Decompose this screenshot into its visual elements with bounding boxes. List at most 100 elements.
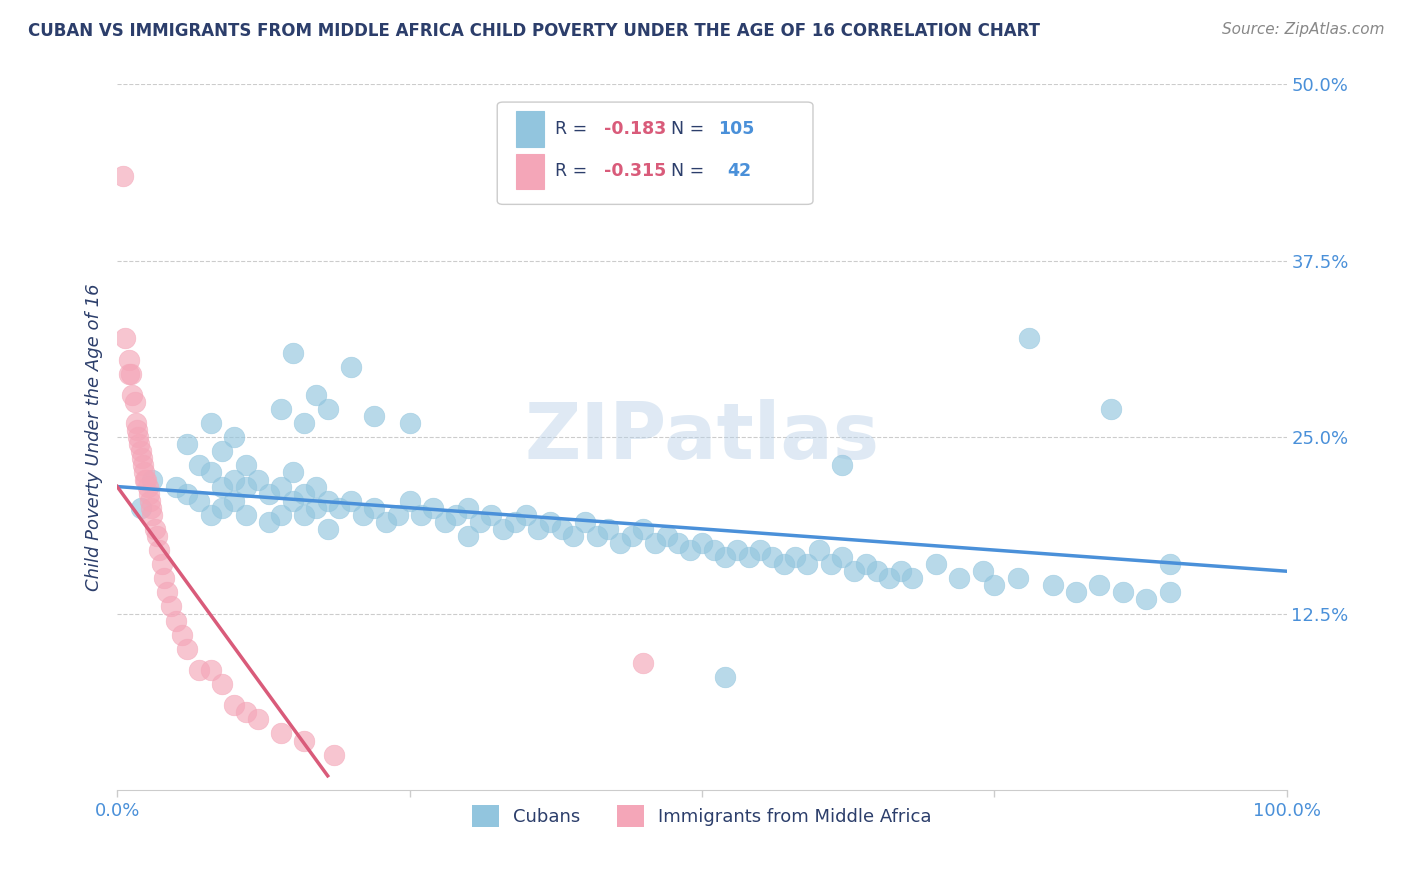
Point <box>224 473 246 487</box>
Point <box>316 522 339 536</box>
Point <box>398 493 420 508</box>
Point <box>411 508 433 522</box>
Point <box>143 522 166 536</box>
Point <box>574 515 596 529</box>
Y-axis label: Child Poverty Under the Age of 16: Child Poverty Under the Age of 16 <box>86 284 103 591</box>
Point <box>1042 578 1064 592</box>
Point <box>679 543 702 558</box>
Point <box>136 479 159 493</box>
Point <box>150 557 173 571</box>
Point <box>807 543 830 558</box>
Point <box>235 458 257 473</box>
Point <box>316 401 339 416</box>
Point <box>235 479 257 493</box>
Point <box>146 529 169 543</box>
Point <box>141 508 163 522</box>
Point <box>901 571 924 585</box>
Point <box>270 401 292 416</box>
Point <box>1088 578 1111 592</box>
Point <box>1159 585 1181 599</box>
Point <box>855 557 877 571</box>
Point <box>422 500 444 515</box>
Point <box>398 416 420 430</box>
Point <box>609 536 631 550</box>
Point <box>114 331 136 345</box>
Point <box>131 451 153 466</box>
Point <box>270 726 292 740</box>
Point <box>585 529 607 543</box>
Text: R =: R = <box>554 162 592 180</box>
Point <box>141 473 163 487</box>
Point <box>340 359 363 374</box>
Point <box>200 416 222 430</box>
Point <box>761 550 783 565</box>
Point <box>457 500 479 515</box>
Point <box>224 493 246 508</box>
Point <box>257 515 280 529</box>
Point <box>322 747 344 762</box>
Point <box>550 522 572 536</box>
Point <box>176 486 198 500</box>
Point <box>224 698 246 713</box>
Point <box>375 515 398 529</box>
Point <box>176 437 198 451</box>
Point <box>292 416 315 430</box>
Point <box>877 571 900 585</box>
Point <box>246 712 269 726</box>
Point <box>842 564 865 578</box>
Point <box>772 557 794 571</box>
Text: N =: N = <box>672 162 710 180</box>
Point <box>340 493 363 508</box>
Point <box>866 564 889 578</box>
Point <box>235 706 257 720</box>
Point <box>188 493 211 508</box>
Legend: Cubans, Immigrants from Middle Africa: Cubans, Immigrants from Middle Africa <box>465 797 939 834</box>
Point <box>120 367 142 381</box>
Point <box>132 466 155 480</box>
FancyBboxPatch shape <box>516 112 544 146</box>
Point <box>479 508 502 522</box>
Point <box>503 515 526 529</box>
Point <box>270 508 292 522</box>
Point <box>1112 585 1135 599</box>
Point <box>124 395 146 409</box>
Point <box>135 473 157 487</box>
Point <box>246 473 269 487</box>
Point <box>125 416 148 430</box>
Text: N =: N = <box>672 120 710 138</box>
Point <box>925 557 948 571</box>
Point <box>820 557 842 571</box>
Point <box>633 656 655 670</box>
Point <box>1018 331 1040 345</box>
Point <box>972 564 994 578</box>
Point <box>112 169 135 183</box>
Point <box>121 388 143 402</box>
Point <box>125 423 148 437</box>
Point <box>316 493 339 508</box>
Point <box>737 550 759 565</box>
Point <box>714 670 737 684</box>
Point <box>527 522 550 536</box>
Point <box>132 458 155 473</box>
Point <box>305 479 328 493</box>
Point <box>352 508 374 522</box>
Point <box>211 500 233 515</box>
Text: 42: 42 <box>728 162 752 180</box>
Point <box>305 500 328 515</box>
FancyBboxPatch shape <box>516 153 544 189</box>
Point <box>129 500 152 515</box>
Point <box>948 571 970 585</box>
Point <box>138 486 160 500</box>
Point <box>200 466 222 480</box>
Point <box>176 641 198 656</box>
Text: -0.315: -0.315 <box>603 162 666 180</box>
Text: ZIPatlas: ZIPatlas <box>524 400 879 475</box>
Point <box>281 466 304 480</box>
Point <box>363 500 385 515</box>
Point <box>129 444 152 458</box>
Point <box>235 508 257 522</box>
Text: -0.183: -0.183 <box>603 120 666 138</box>
Point <box>468 515 491 529</box>
Point <box>281 493 304 508</box>
Point <box>796 557 818 571</box>
